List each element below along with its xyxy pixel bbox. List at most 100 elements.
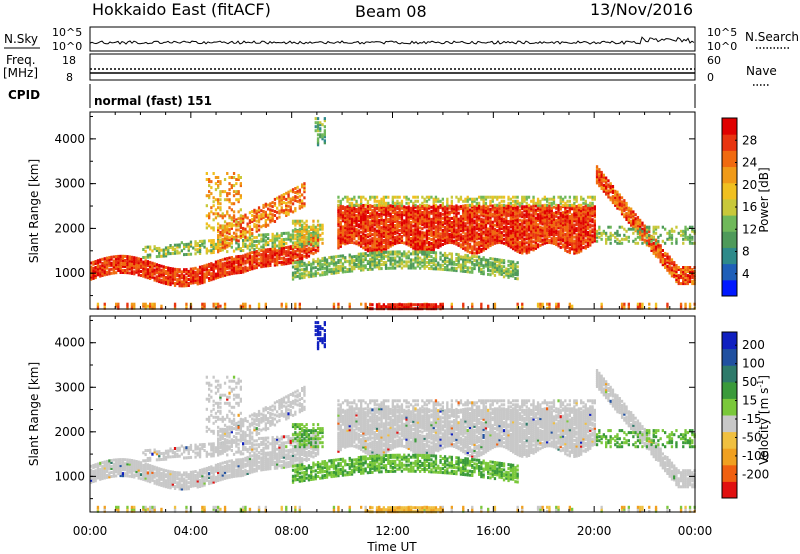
- power-cell: [180, 284, 183, 288]
- power-cell: [507, 234, 510, 238]
- power-cell: [541, 232, 544, 236]
- power-cell: [228, 214, 231, 218]
- power-cell: [384, 237, 388, 241]
- power-cell: [314, 241, 317, 245]
- power-cell: [500, 225, 503, 229]
- power-cell: [242, 304, 245, 308]
- power-cell: [543, 227, 546, 231]
- power-cell: [577, 238, 581, 242]
- power-cell: [575, 205, 578, 208]
- power-cell: [484, 197, 488, 201]
- power-cell: [568, 243, 571, 246]
- power-cell: [323, 135, 326, 139]
- power-cell: [498, 228, 501, 232]
- power-cell: [160, 272, 163, 276]
- power-cell: [346, 207, 349, 211]
- power-cell: [516, 269, 519, 273]
- power-cell: [502, 205, 506, 209]
- power-cell: [541, 218, 544, 222]
- power-cell: [398, 256, 401, 260]
- power-cell: [453, 217, 456, 221]
- power-cell: [210, 262, 213, 266]
- power-cell: [482, 226, 485, 230]
- power-cell: [564, 238, 567, 242]
- power-cell: [369, 204, 372, 208]
- power-cell: [496, 270, 499, 274]
- power-cell: [378, 203, 381, 207]
- power-cell: [434, 211, 438, 215]
- power-cell: [271, 234, 274, 238]
- power-cell: [387, 224, 390, 227]
- power-cell: [398, 204, 401, 208]
- power-cell: [262, 214, 265, 217]
- power-cell: [364, 221, 367, 225]
- power-cell: [169, 269, 172, 272]
- power-cell: [471, 211, 474, 215]
- power-cell: [419, 234, 422, 238]
- power-cell: [171, 279, 174, 283]
- power-cell: [307, 275, 311, 279]
- power-cell: [505, 271, 508, 275]
- power-cell: [126, 269, 129, 273]
- power-cell: [439, 232, 442, 236]
- power-cell: [414, 258, 417, 262]
- power-cell: [396, 237, 399, 241]
- power-cell: [530, 221, 533, 225]
- power-cell: [369, 267, 372, 271]
- power-cell: [192, 267, 195, 271]
- power-cell: [316, 233, 320, 237]
- power-cell: [285, 214, 288, 217]
- power-cell: [160, 268, 163, 272]
- power-cell: [580, 243, 583, 247]
- power-cell: [577, 236, 581, 240]
- power-cell: [289, 201, 292, 205]
- power-cell: [314, 239, 317, 243]
- power-cell: [468, 246, 472, 250]
- power-cell: [432, 240, 435, 244]
- power-cell: [149, 245, 152, 249]
- power-cell: [482, 220, 485, 224]
- power-cell: [235, 247, 238, 251]
- power-cell: [237, 257, 240, 260]
- power-cell: [339, 201, 342, 205]
- power-cell: [532, 214, 535, 218]
- power-cell: [303, 271, 306, 275]
- power-cell: [239, 247, 242, 251]
- power-cell: [500, 217, 503, 220]
- power-cell: [314, 125, 317, 129]
- power-cell: [414, 240, 417, 244]
- power-cell: [260, 225, 263, 229]
- power-cell: [462, 240, 465, 244]
- power-cell: [580, 247, 583, 251]
- power-cell: [198, 281, 202, 285]
- power-cell: [541, 206, 544, 210]
- power-cell: [466, 260, 469, 264]
- power-cell: [466, 195, 469, 199]
- power-cell: [264, 248, 267, 252]
- power-cell: [405, 262, 408, 266]
- power-cell: [341, 235, 345, 239]
- power-cell: [561, 203, 565, 207]
- power-cell: [371, 237, 374, 241]
- power-cell: [169, 279, 172, 283]
- power-cell: [423, 260, 426, 264]
- power-cell: [457, 255, 460, 259]
- power-cell: [298, 274, 301, 278]
- power-cell: [217, 265, 220, 269]
- power-cell: [403, 260, 406, 264]
- power-cell: [192, 275, 195, 279]
- power-cell: [137, 267, 140, 271]
- power-cell: [353, 229, 356, 233]
- power-cell: [489, 273, 492, 277]
- power-cell: [212, 265, 215, 269]
- power-cell: [514, 226, 517, 230]
- power-cell: [518, 218, 522, 222]
- power-cell: [344, 208, 347, 212]
- power-cell: [434, 257, 438, 261]
- power-cell: [453, 209, 456, 213]
- power-cell: [419, 206, 422, 210]
- power-cell: [242, 230, 245, 234]
- power-cell: [518, 201, 522, 205]
- power-cell: [523, 229, 526, 233]
- power-cell: [192, 281, 195, 285]
